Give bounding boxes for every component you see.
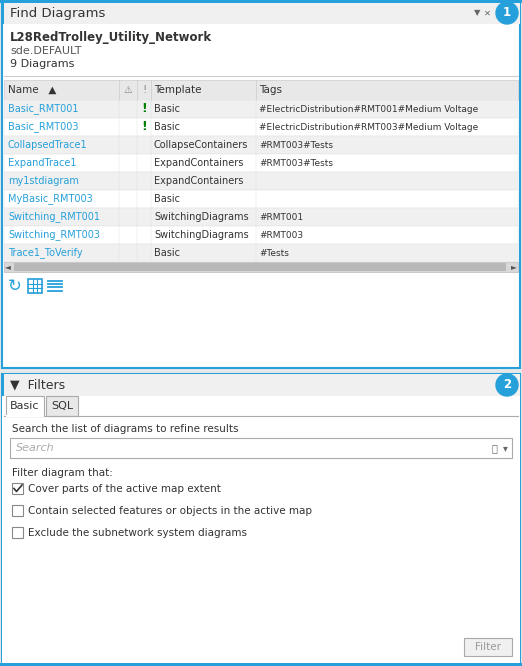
Bar xyxy=(4,262,518,272)
Text: Basic_RMT001: Basic_RMT001 xyxy=(8,103,78,115)
Bar xyxy=(2,2,520,24)
Bar xyxy=(14,263,506,271)
Bar xyxy=(4,118,518,136)
Text: 1: 1 xyxy=(503,7,511,19)
Circle shape xyxy=(496,374,518,396)
Bar xyxy=(4,190,518,208)
Text: Exclude the subnetwork system diagrams: Exclude the subnetwork system diagrams xyxy=(28,527,247,537)
Text: ExpandContainers: ExpandContainers xyxy=(154,176,243,186)
Bar xyxy=(0,0,522,3)
Text: L28RedTrolley_Utility_Network: L28RedTrolley_Utility_Network xyxy=(10,31,212,45)
Text: CollapsedTrace1: CollapsedTrace1 xyxy=(8,140,88,150)
Bar xyxy=(2,396,520,664)
Text: #Tests: #Tests xyxy=(259,248,289,258)
Bar xyxy=(6,415,44,417)
Text: #RMT003: #RMT003 xyxy=(259,230,303,240)
Bar xyxy=(2,2,4,24)
Bar xyxy=(4,226,518,244)
Text: Basic: Basic xyxy=(154,194,180,204)
Text: Filter diagram that:: Filter diagram that: xyxy=(12,468,113,478)
Text: Search: Search xyxy=(16,443,55,453)
Text: ▾: ▾ xyxy=(503,443,507,453)
Bar xyxy=(2,2,520,368)
Text: !: ! xyxy=(141,121,147,133)
Bar xyxy=(2,374,520,664)
Text: 🔍: 🔍 xyxy=(491,443,497,453)
Bar xyxy=(10,438,512,458)
Bar xyxy=(4,136,518,154)
Text: ►: ► xyxy=(511,262,517,272)
Bar xyxy=(2,374,520,396)
Bar xyxy=(12,483,23,494)
Text: #RMT003#Tests: #RMT003#Tests xyxy=(259,159,333,168)
Text: Basic: Basic xyxy=(154,122,180,132)
Text: Find Diagrams: Find Diagrams xyxy=(10,7,105,19)
Circle shape xyxy=(496,2,518,24)
Text: Template: Template xyxy=(154,85,201,95)
Bar xyxy=(464,638,512,656)
Text: sde.DEFAULT: sde.DEFAULT xyxy=(10,46,81,56)
Text: #RMT003#Tests: #RMT003#Tests xyxy=(259,141,333,149)
Text: Trace1_ToVerify: Trace1_ToVerify xyxy=(8,248,82,258)
Text: #ElectricDistribution#RMT003#Medium Voltage: #ElectricDistribution#RMT003#Medium Volt… xyxy=(259,123,478,131)
Text: Search the list of diagrams to refine results: Search the list of diagrams to refine re… xyxy=(12,424,239,434)
Bar xyxy=(12,527,23,538)
Text: Basic: Basic xyxy=(154,104,180,114)
Bar xyxy=(2,374,4,396)
Text: !: ! xyxy=(141,103,147,115)
Bar xyxy=(0,663,522,666)
Bar xyxy=(28,279,42,293)
Text: 9 Diagrams: 9 Diagrams xyxy=(10,59,74,69)
Text: Basic: Basic xyxy=(10,401,40,411)
Text: #RMT001: #RMT001 xyxy=(259,212,303,222)
Bar xyxy=(4,244,518,262)
Text: SwitchingDiagrams: SwitchingDiagrams xyxy=(154,230,248,240)
Text: Basic_RMT003: Basic_RMT003 xyxy=(8,122,78,133)
Text: Name   ▲: Name ▲ xyxy=(8,85,56,95)
Text: Basic: Basic xyxy=(154,248,180,258)
Text: Contain selected features or objects in the active map: Contain selected features or objects in … xyxy=(28,505,312,515)
Text: ✕: ✕ xyxy=(483,9,491,17)
Text: !: ! xyxy=(142,85,146,95)
Text: ▼  Filters: ▼ Filters xyxy=(10,378,65,392)
Text: ◄: ◄ xyxy=(5,262,11,272)
Text: ExpandContainers: ExpandContainers xyxy=(154,158,243,168)
Text: Switching_RMT001: Switching_RMT001 xyxy=(8,212,100,222)
Bar xyxy=(6,396,44,416)
Bar xyxy=(12,505,23,516)
Text: my1stdiagram: my1stdiagram xyxy=(8,176,79,186)
Text: ⚠: ⚠ xyxy=(124,85,133,95)
Text: Switching_RMT003: Switching_RMT003 xyxy=(8,230,100,240)
Text: MyBasic_RMT003: MyBasic_RMT003 xyxy=(8,194,93,204)
Text: #ElectricDistribution#RMT001#Medium Voltage: #ElectricDistribution#RMT001#Medium Volt… xyxy=(259,105,478,113)
Bar xyxy=(4,80,518,100)
Bar xyxy=(4,154,518,172)
Bar xyxy=(4,208,518,226)
Text: Filter: Filter xyxy=(475,642,501,652)
Text: ↻: ↻ xyxy=(8,277,22,295)
Text: SwitchingDiagrams: SwitchingDiagrams xyxy=(154,212,248,222)
Bar xyxy=(46,396,78,416)
Text: ExpandTrace1: ExpandTrace1 xyxy=(8,158,77,168)
Text: SQL: SQL xyxy=(51,401,73,411)
Text: CollapseContainers: CollapseContainers xyxy=(154,140,248,150)
Text: Tags: Tags xyxy=(259,85,282,95)
Text: ▼: ▼ xyxy=(474,9,480,17)
Text: Cover parts of the active map extent: Cover parts of the active map extent xyxy=(28,484,221,494)
Bar xyxy=(4,100,518,118)
Bar xyxy=(4,172,518,190)
Text: 2: 2 xyxy=(503,378,511,392)
